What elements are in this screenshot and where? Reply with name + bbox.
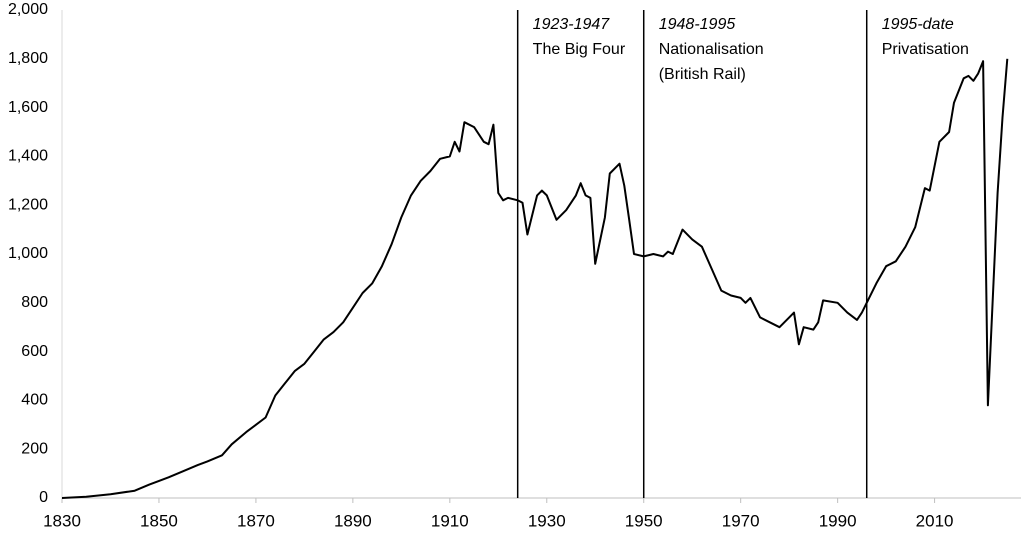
annotation-text: Privatisation	[882, 41, 969, 58]
y-tick-label: 1,200	[8, 196, 48, 213]
data-line	[61, 58, 1009, 499]
x-tick-label: 1890	[334, 511, 372, 530]
x-tick-label: 1990	[819, 511, 857, 530]
annotation-title: 1948-1995	[659, 16, 736, 33]
y-tick-label: 600	[21, 343, 48, 360]
annotation-title: 1923-1947	[533, 16, 611, 33]
y-tick-label: 1,600	[8, 99, 48, 116]
x-tick-label: 1870	[237, 511, 275, 530]
y-tick-label: 1,400	[8, 148, 48, 165]
x-tick-label: 1950	[625, 511, 663, 530]
x-tick-label: 1970	[722, 511, 760, 530]
x-tick-label: 1910	[431, 511, 469, 530]
y-tick-label: 400	[21, 392, 48, 409]
x-tick-label: 1930	[528, 511, 566, 530]
annotation-text: The Big Four	[533, 41, 626, 58]
annotation-text: Nationalisation	[659, 41, 764, 58]
annotation-title: 1995-date	[882, 16, 954, 33]
x-tick-label: 1850	[140, 511, 178, 530]
x-tick-label: 1830	[43, 511, 81, 530]
y-tick-label: 0	[39, 489, 48, 506]
x-tick-label: 2010	[916, 511, 954, 530]
annotation-text: (British Rail)	[659, 66, 746, 83]
y-tick-label: 200	[21, 440, 48, 457]
y-tick-label: 800	[21, 294, 48, 311]
y-tick-label: 2,000	[8, 1, 48, 18]
y-tick-label: 1,000	[8, 245, 48, 262]
y-tick-label: 1,800	[8, 50, 48, 67]
